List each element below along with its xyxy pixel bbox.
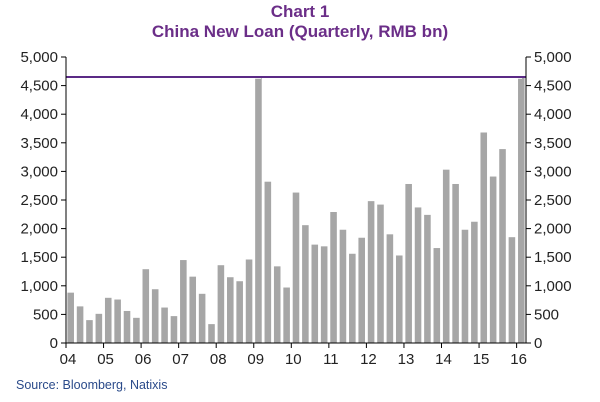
y-tick-label-right: 3,500 [534, 135, 572, 152]
bar-2013Q4 [433, 248, 441, 343]
chart-title: Chart 1 [270, 2, 330, 21]
y-tick-label-left: 2,000 [20, 221, 58, 238]
x-tick-label: 11 [323, 351, 339, 368]
bar-2005Q2 [114, 299, 121, 343]
y-tick-label-right: 5,000 [534, 49, 572, 66]
bar-2014Q3 [461, 229, 469, 343]
y-tick-label-left: 3,000 [20, 163, 58, 180]
bar-2008Q3 [236, 281, 243, 343]
bar-2012Q1 [367, 201, 375, 343]
x-tick-label: 05 [97, 351, 114, 368]
y-tick-label-right: 4,500 [534, 78, 572, 95]
bar-2004Q3 [86, 320, 93, 343]
axes-group [61, 56, 531, 348]
bar-2004Q2 [76, 306, 84, 343]
bar-2010Q3 [311, 244, 319, 343]
bar-2014Q2 [452, 183, 459, 343]
bar-2010Q4 [320, 246, 328, 343]
bar-2015Q2 [489, 176, 497, 343]
x-axis-labels: 04 05 06 07 08 09 10 11 12 13 14 15 16 [60, 351, 527, 368]
bar-2015Q4 [508, 237, 516, 343]
y-tick-label-right: 1,500 [534, 249, 572, 266]
y-tick-label-left: 3,500 [20, 135, 58, 152]
x-tick-label: 09 [247, 351, 264, 368]
bar-2011Q3 [349, 253, 356, 343]
bar-2004Q1 [67, 292, 74, 343]
bar-2014Q4 [471, 221, 478, 343]
y-tick-label-left: 5,000 [20, 49, 58, 66]
bar-2007Q1 [180, 260, 187, 343]
y-tick-label-left: 1,000 [20, 278, 58, 295]
x-tick-label: 08 [210, 351, 227, 368]
bar-2014Q1 [442, 169, 450, 343]
bars-group [67, 77, 525, 344]
bar-2013Q1 [405, 183, 412, 343]
bar-2007Q4 [208, 324, 215, 343]
bar-2006Q2 [151, 289, 159, 343]
bar-2006Q3 [161, 307, 168, 343]
bar-2008Q1 [217, 265, 225, 343]
bar-2004Q4 [95, 313, 103, 343]
x-tick-label: 07 [172, 351, 189, 368]
bar-2009Q3 [273, 266, 281, 343]
bar-2010Q2 [302, 225, 309, 343]
y-tick-label-left: 0 [50, 335, 58, 352]
x-tick-label: 06 [135, 351, 152, 368]
x-tick-label: 13 [398, 351, 415, 368]
bar-2005Q4 [133, 317, 140, 343]
x-tick-label: 15 [473, 351, 490, 368]
bar-2012Q3 [386, 234, 394, 343]
bar-2011Q2 [339, 229, 347, 343]
bar-2013Q3 [424, 214, 431, 343]
x-tick-label: 12 [360, 351, 377, 368]
y-tick-label-left: 4,000 [20, 106, 58, 123]
bar-2011Q1 [330, 212, 337, 343]
x-tick-label: 10 [285, 351, 302, 368]
x-tick-label: 16 [510, 351, 527, 368]
bar-2008Q4 [245, 259, 253, 343]
bar-2012Q4 [395, 255, 403, 343]
bar-2012Q2 [377, 204, 384, 343]
y-axis-right-labels: 5,000 4,500 4,000 3,500 3,000 2,500 2,000 1,500… [534, 49, 572, 352]
bar-2005Q1 [104, 297, 112, 343]
bar-2007Q2 [189, 276, 197, 343]
y-tick-label-left: 1,500 [20, 249, 58, 266]
source-note: Source: Bloomberg, Natixis [16, 378, 168, 392]
bar-2011Q4 [358, 237, 365, 343]
y-tick-label-left: 4,500 [20, 78, 58, 95]
bar-2015Q1 [480, 132, 488, 343]
y-tick-label-left: 500 [33, 306, 58, 323]
y-tick-label-right: 1,000 [534, 278, 572, 295]
y-tick-label-right: 500 [534, 306, 559, 323]
bar-2009Q2 [264, 181, 272, 343]
bar-2013Q2 [414, 207, 422, 343]
bar-2008Q2 [227, 277, 234, 343]
bar-2007Q3 [198, 293, 206, 343]
x-tick-label: 04 [60, 351, 77, 368]
bar-2010Q1 [292, 192, 300, 343]
reference-line-group [66, 76, 526, 79]
chart-subtitle: China New Loan (Quarterly, RMB bn) [151, 22, 449, 41]
bar-2005Q3 [123, 310, 131, 343]
y-tick-label-left: 2,500 [20, 192, 58, 209]
x-tick-label: 14 [435, 351, 452, 368]
bar-2009Q4 [283, 287, 290, 343]
y-tick-label-right: 3,000 [534, 163, 572, 180]
y-axis-left-labels: 5,000 4,500 4,000 3,500 3,000 2,500 2,000 1,500… [20, 49, 58, 352]
bar-2015Q3 [499, 149, 506, 343]
y-tick-label-right: 0 [534, 335, 542, 352]
y-tick-label-right: 2,000 [534, 221, 572, 238]
bar-2006Q1 [142, 269, 150, 343]
bar-2006Q4 [170, 316, 178, 343]
y-tick-label-right: 2,500 [534, 192, 572, 209]
y-tick-label-right: 4,000 [534, 106, 572, 123]
bar-2009Q1 [255, 77, 262, 344]
bar-2016Q1 [518, 77, 525, 343]
